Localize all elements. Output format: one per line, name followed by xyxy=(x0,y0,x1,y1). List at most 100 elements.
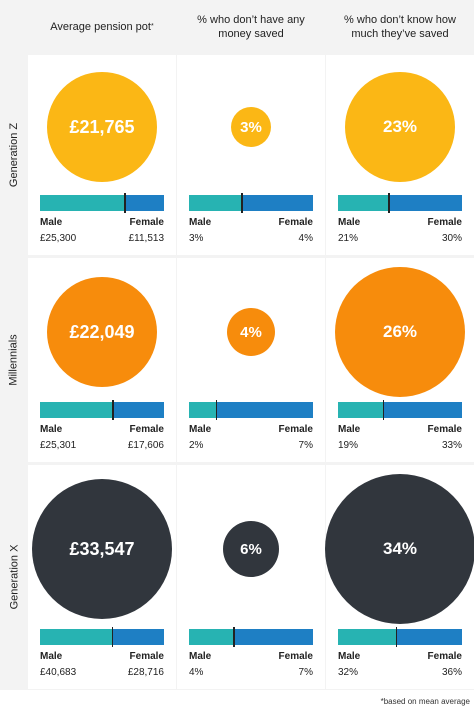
female-value: £17,606 xyxy=(127,440,164,451)
female-label: Female xyxy=(129,424,164,435)
female-value: 33% xyxy=(441,440,462,451)
male-share-fill xyxy=(189,402,217,418)
female-label: Female xyxy=(278,424,313,435)
cell-r3-c2: 6% Male Female 4% 7% xyxy=(177,465,325,689)
row-label-1: Generation Z xyxy=(0,55,28,255)
male-share-fill xyxy=(189,629,235,645)
male-label: Male xyxy=(338,424,361,435)
male-share-fill xyxy=(189,195,243,211)
split-marker xyxy=(233,627,235,647)
male-value: 32% xyxy=(338,667,359,678)
total-value: 6% xyxy=(240,540,262,558)
male-label: Male xyxy=(189,424,212,435)
cell-r2-c3: 26% Male Female 19% 33% xyxy=(326,258,474,462)
gender-split-bar xyxy=(338,193,462,213)
male-share-fill xyxy=(338,629,397,645)
cell-r1-c1: £21,765 Male Female £25,300 £11,513 xyxy=(28,55,176,255)
female-label: Female xyxy=(427,651,462,662)
column-header-text: % who don’t know how much they’ve saved xyxy=(344,14,456,40)
gender-split-bar xyxy=(338,400,462,420)
total-circle: 23% xyxy=(345,72,455,182)
male-label: Male xyxy=(40,651,63,662)
total-value: £22,049 xyxy=(69,321,135,342)
total-value: £33,547 xyxy=(69,538,135,559)
female-value: 7% xyxy=(298,667,313,678)
split-marker xyxy=(124,193,126,213)
gender-split-bar xyxy=(189,400,313,420)
total-circle: £22,049 xyxy=(47,277,157,387)
female-value: 7% xyxy=(298,440,313,451)
row-label-text: Generation X xyxy=(8,544,21,610)
gender-split-bar xyxy=(189,193,313,213)
total-value: £21,765 xyxy=(69,116,135,137)
gender-split-bar xyxy=(40,193,164,213)
total-circle: £33,547 xyxy=(32,479,172,619)
split-marker xyxy=(388,193,390,213)
female-label: Female xyxy=(129,217,164,228)
cell-r2-c2: 4% Male Female 2% 7% xyxy=(177,258,325,462)
column-header-1: Average pension pot * xyxy=(28,0,176,54)
total-circle: £21,765 xyxy=(47,72,157,182)
male-share-fill xyxy=(338,195,390,211)
column-header-text: % who don’t have any money saved xyxy=(197,14,305,40)
male-share-fill xyxy=(40,195,126,211)
column-header-3: % who don’t know how much they’ve saved xyxy=(326,0,474,54)
male-value: £25,301 xyxy=(40,440,77,451)
female-value: 30% xyxy=(441,233,462,244)
male-value: 2% xyxy=(189,440,204,451)
male-value: £25,300 xyxy=(40,233,77,244)
split-marker xyxy=(241,193,243,213)
male-label: Male xyxy=(338,217,361,228)
male-label: Male xyxy=(189,217,212,228)
cell-r1-c3: 23% Male Female 21% 30% xyxy=(326,55,474,255)
female-label: Female xyxy=(278,217,313,228)
male-label: Male xyxy=(40,424,63,435)
total-circle: 4% xyxy=(227,308,275,356)
total-circle: 26% xyxy=(335,267,465,397)
female-value: £11,513 xyxy=(128,233,164,244)
male-label: Male xyxy=(189,651,212,662)
total-value: 3% xyxy=(240,118,262,136)
female-label: Female xyxy=(427,424,462,435)
split-marker xyxy=(215,400,218,420)
male-value: 19% xyxy=(338,440,359,451)
female-value: £28,716 xyxy=(127,667,164,678)
male-share-fill xyxy=(40,402,114,418)
gender-split-bar xyxy=(189,627,313,647)
male-value: 3% xyxy=(189,233,204,244)
total-value: 34% xyxy=(382,539,418,558)
split-marker xyxy=(395,627,398,647)
gender-split-bar xyxy=(40,400,164,420)
cell-r3-c1: £33,547 Male Female £40,683 £28,716 xyxy=(28,465,176,689)
male-share-fill xyxy=(40,629,113,645)
total-circle: 6% xyxy=(223,521,279,577)
female-label: Female xyxy=(278,651,313,662)
cell-r1-c2: 3% Male Female 3% 4% xyxy=(177,55,325,255)
female-value: 36% xyxy=(441,667,462,678)
male-label: Male xyxy=(40,217,63,228)
gender-split-bar xyxy=(338,627,462,647)
row-label-text: Millennials xyxy=(8,334,21,386)
footnote-mark: * xyxy=(150,23,154,30)
male-value: £40,683 xyxy=(40,667,77,678)
footnote: *based on mean average xyxy=(380,697,470,706)
column-header-text: Average pension pot xyxy=(50,21,151,33)
total-circle: 34% xyxy=(325,474,474,624)
male-value: 21% xyxy=(338,233,359,244)
total-value: 26% xyxy=(382,322,418,341)
cell-r2-c1: £22,049 Male Female £25,301 £17,606 xyxy=(28,258,176,462)
gender-split-bar xyxy=(40,627,164,647)
split-marker xyxy=(111,627,114,647)
male-value: 4% xyxy=(189,667,204,678)
split-marker xyxy=(112,400,114,420)
split-marker xyxy=(382,400,385,420)
total-value: 4% xyxy=(240,323,262,341)
female-label: Female xyxy=(427,217,462,228)
row-label-text: Generation Z xyxy=(8,122,21,188)
female-value: 4% xyxy=(298,233,313,244)
total-value: 23% xyxy=(382,117,418,136)
row-label-3: Generation X xyxy=(0,465,28,689)
column-header-2: % who don’t have any money saved xyxy=(177,0,325,54)
male-label: Male xyxy=(338,651,361,662)
